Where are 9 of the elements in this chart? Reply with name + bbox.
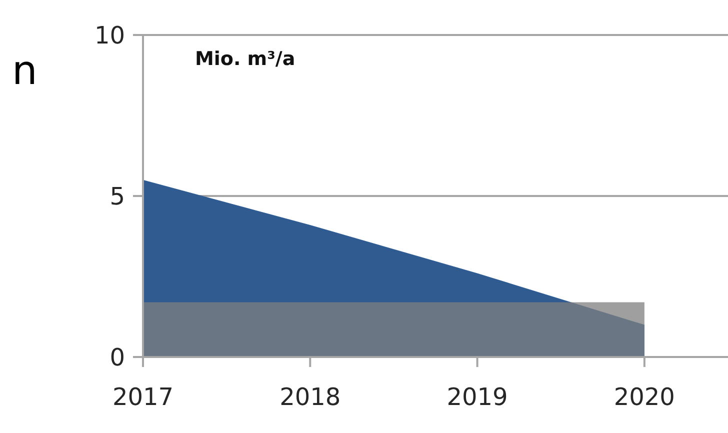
text: n [12, 48, 38, 94]
x-tick-label: 2017 [112, 383, 174, 411]
y-axis-title: Mio. m³/a [195, 48, 296, 70]
y-tick-label: 10 [94, 21, 125, 50]
x-tick-label: 2018 [280, 383, 341, 411]
y-tick-label: 0 [110, 343, 125, 372]
x-tick-label: 2020 [614, 383, 675, 411]
y-tick-label: 5 [110, 182, 125, 210]
x-tick-label: 2019 [446, 383, 508, 411]
